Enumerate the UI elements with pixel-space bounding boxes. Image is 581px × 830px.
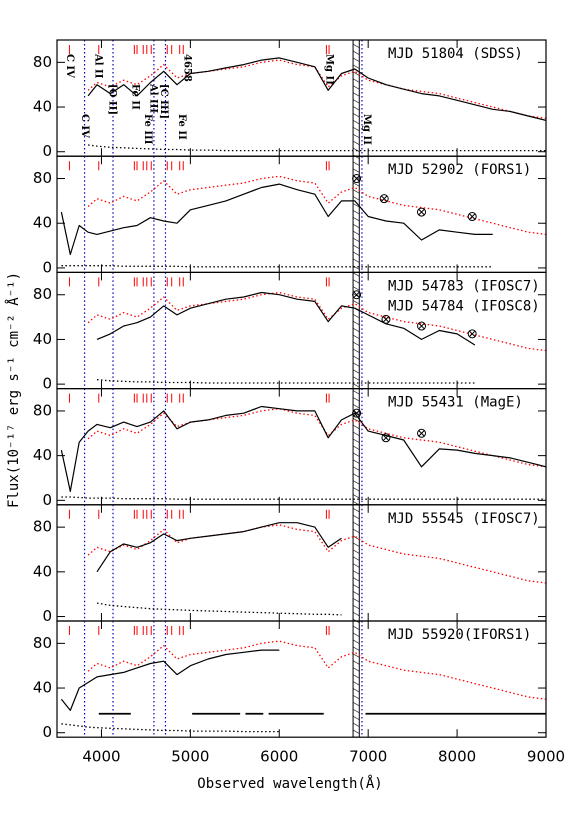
y-tick-label: 40 [33, 562, 52, 580]
panel-label: MJD 55545 (IFOSC7) [388, 511, 540, 527]
y-tick-label: 0 [42, 375, 52, 393]
panel-label: MJD 54783 (IFOSC7) [388, 278, 540, 294]
spectrum-line [96, 522, 342, 573]
telluric-marker [352, 290, 362, 300]
telluric-cross [469, 213, 476, 220]
panel-label: MJD 52902 (FORS1) [388, 162, 531, 178]
dotted-line [87, 59, 546, 119]
panel-frame [56, 620, 547, 738]
telluric-cross [382, 434, 390, 441]
telluric-cross [418, 208, 425, 216]
panel-label: MJD 51804 (SDSS) [388, 46, 523, 62]
x-tick-label: 5000 [171, 748, 209, 766]
spectrum-line [87, 57, 546, 121]
x-tick-label: 4000 [82, 748, 120, 766]
telluric-cross [382, 316, 390, 323]
y-tick-label: 40 [33, 214, 52, 232]
telluric-marker [467, 329, 477, 339]
hatch-band [352, 272, 360, 389]
y-tick-label: 40 [33, 446, 52, 464]
x-tick-label: 7000 [349, 748, 387, 766]
telluric-cross [381, 195, 388, 202]
y-tick-label: 80 [33, 401, 52, 419]
telluric-marker [417, 207, 427, 217]
spectrum-line [60, 649, 280, 711]
telluric-cross [353, 291, 360, 298]
telluric-marker [381, 314, 391, 324]
panel [68, 504, 546, 621]
line-label: Fe II [130, 84, 141, 110]
spectrum-line [60, 405, 546, 492]
line-label: 4658 [181, 54, 192, 82]
panel-label: MJD 55920(IFORS1) [388, 627, 531, 643]
line-label: Al III [148, 83, 159, 113]
y-tick-label: 0 [42, 491, 52, 509]
hatch-band [352, 388, 360, 505]
y-tick-label: 0 [42, 723, 52, 741]
telluric-marker [379, 194, 389, 204]
dotted-line [61, 723, 280, 733]
line-label: C IV [64, 54, 75, 78]
y-tick-label: 80 [33, 169, 52, 187]
telluric-marker [352, 408, 362, 418]
y-tick-label: 0 [42, 142, 52, 160]
hatch-band [352, 156, 360, 273]
dotted-line [88, 144, 546, 152]
telluric-cross [353, 410, 360, 417]
y-tick-label: 0 [42, 607, 52, 625]
y-tick-label: 40 [33, 330, 52, 348]
hatch-band [352, 621, 360, 738]
telluric-marker [417, 321, 427, 331]
x-axis-label: Observed wavelength(Å) [197, 775, 382, 792]
line-label: Al II [92, 53, 103, 79]
dotted-line [87, 524, 546, 584]
panel [60, 621, 546, 738]
line-label: [C III] [158, 84, 169, 119]
telluric-cross [418, 430, 425, 437]
y-tick-label: 80 [33, 634, 52, 652]
dotted-line [96, 379, 475, 384]
spectrum-line [60, 183, 493, 256]
dotted-line [87, 291, 546, 352]
dotted-line [61, 265, 493, 268]
line-label: [O II] [107, 84, 118, 115]
y-tick-label: 80 [33, 53, 52, 71]
line-label: Mg II [361, 114, 372, 145]
x-tick-label: 6000 [260, 748, 298, 766]
panel-label: MJD 55431 (MagE) [388, 395, 523, 411]
line-label: Fe II [176, 114, 187, 140]
y-tick-label: 80 [33, 285, 52, 303]
panel [60, 388, 546, 505]
y-tick-label: 0 [42, 258, 52, 276]
spectrum-line [96, 291, 476, 346]
panel-label: MJD 54784 (IFOSC8) [388, 298, 540, 314]
telluric-cross [418, 322, 425, 330]
panel [68, 40, 546, 157]
telluric-marker [467, 212, 477, 222]
line-label: Fe III [142, 114, 153, 145]
dotted-line [96, 602, 342, 616]
dotted-line [87, 175, 546, 236]
y-tick-label: 40 [33, 98, 52, 116]
telluric-marker [381, 433, 391, 443]
dotted-line [87, 408, 546, 468]
dotted-line [87, 640, 546, 700]
y-tick-label: 80 [33, 518, 52, 536]
panel [60, 156, 546, 273]
telluric-marker [417, 428, 427, 438]
telluric-marker [352, 174, 362, 184]
hatch-band [352, 504, 360, 621]
y-axis-label: Flux(10⁻¹⁷ erg s⁻¹ cm⁻² Å⁻¹) [5, 272, 22, 508]
dotted-line [61, 496, 546, 500]
line-label: C IV [79, 114, 90, 138]
y-tick-label: 40 [33, 679, 52, 697]
telluric-cross [353, 175, 360, 182]
panel [68, 272, 546, 389]
hatch-band [352, 40, 360, 157]
telluric-cross [469, 330, 476, 338]
x-tick-label: 9000 [527, 748, 565, 766]
x-tick-label: 8000 [438, 748, 476, 766]
line-label: Mg II [324, 54, 335, 85]
